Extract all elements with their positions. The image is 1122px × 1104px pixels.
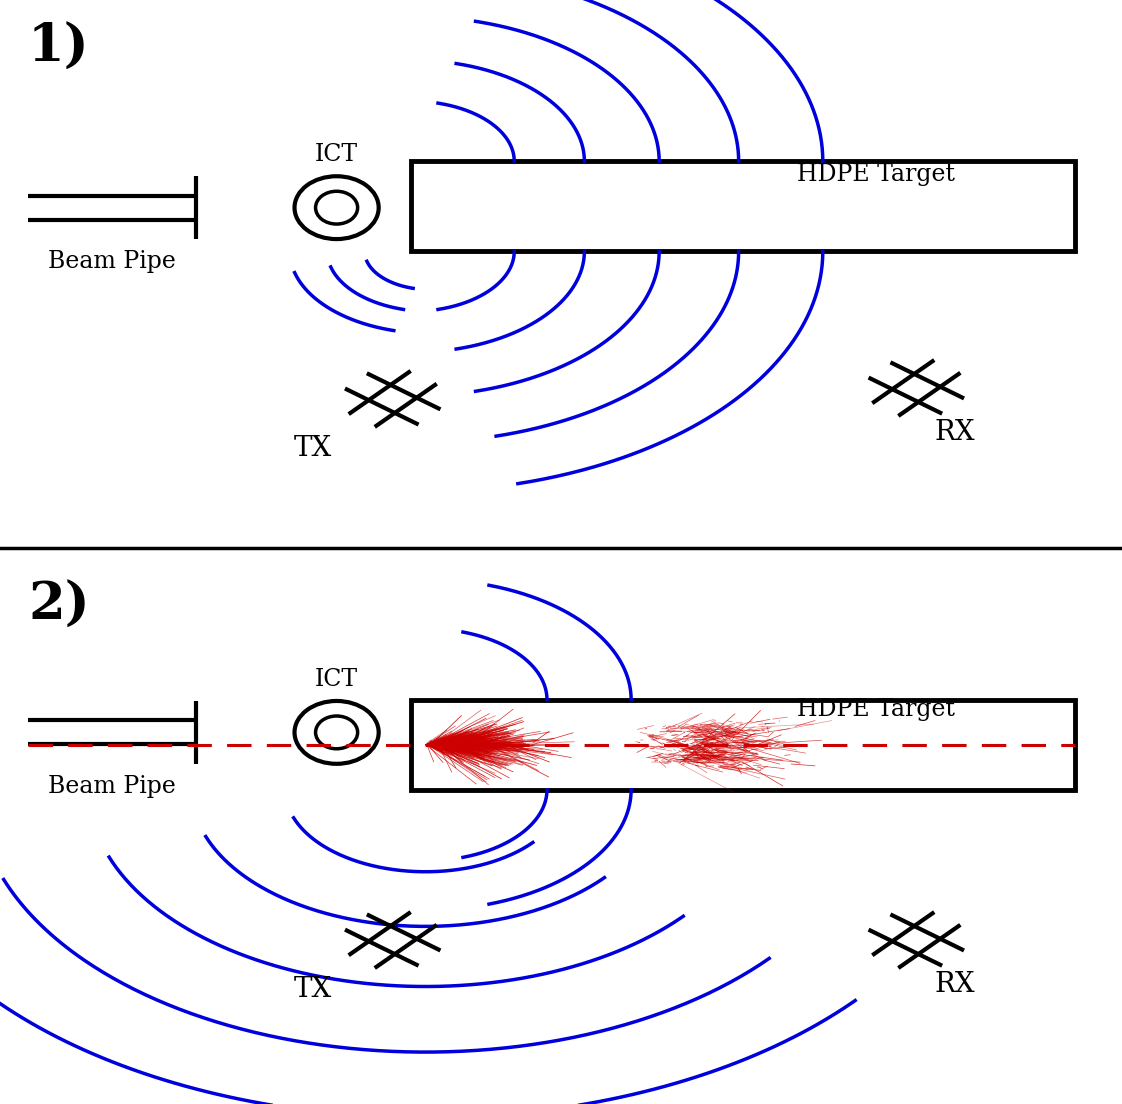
Text: TX: TX: [294, 976, 332, 1004]
Text: ICT: ICT: [315, 144, 358, 167]
Text: Beam Pipe: Beam Pipe: [48, 775, 176, 797]
Bar: [412, 700, 1075, 789]
Text: TX: TX: [294, 435, 332, 463]
Text: RX: RX: [935, 972, 976, 998]
Text: HDPE Target: HDPE Target: [797, 163, 955, 187]
Text: ICT: ICT: [315, 668, 358, 691]
Bar: [412, 161, 1075, 252]
Text: RX: RX: [935, 418, 976, 446]
Text: 1): 1): [28, 22, 90, 73]
Text: HDPE Target: HDPE Target: [797, 698, 955, 721]
Text: 2): 2): [28, 580, 90, 630]
Text: Beam Pipe: Beam Pipe: [48, 250, 176, 273]
